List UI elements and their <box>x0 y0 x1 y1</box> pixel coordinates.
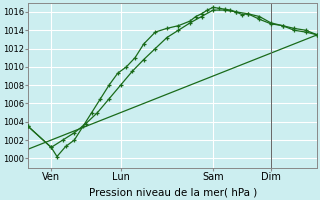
X-axis label: Pression niveau de la mer( hPa ): Pression niveau de la mer( hPa ) <box>89 187 257 197</box>
